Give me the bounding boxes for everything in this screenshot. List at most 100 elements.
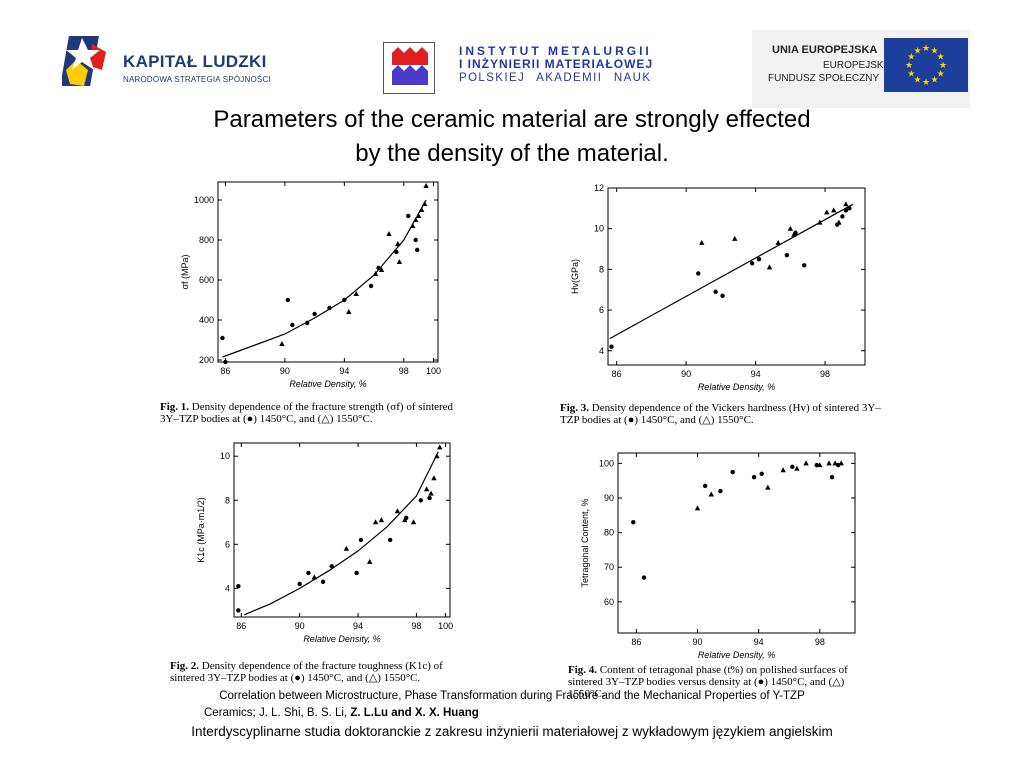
- fig2-point-1450: [236, 608, 241, 613]
- fig3-y-tick-label: 6: [599, 305, 604, 315]
- slide-title-line2: by the density of the material.: [355, 140, 669, 167]
- fig1-point-1550: [378, 267, 385, 272]
- fig3-y-tick-label: 8: [599, 264, 604, 274]
- eu-star-icon: ★: [913, 75, 921, 85]
- fig2-x-tick-label: 94: [353, 621, 363, 631]
- fig3-x-tick-label: 94: [751, 369, 761, 379]
- fig1-point-1550: [279, 341, 285, 346]
- fig2-point-1550: [431, 475, 437, 481]
- fig3-point-1450: [802, 263, 807, 268]
- fig3-point-1550: [775, 239, 781, 245]
- fig3-y-tick-label: 10: [594, 224, 604, 234]
- fig1-point-1550: [413, 217, 419, 222]
- imim-logo: [383, 42, 435, 94]
- fig2-y-tick-label: 8: [225, 495, 230, 505]
- fig2-point-1450: [329, 564, 334, 569]
- eu-star-icon: ★: [939, 60, 947, 70]
- footer-text: Interdyscyplinarne studia doktoranckie z…: [191, 724, 833, 739]
- slide-title-line1: Parameters of the ceramic material are s…: [213, 106, 811, 133]
- fig1-point-1550: [386, 231, 392, 236]
- fig4-point-1550: [765, 484, 771, 490]
- fig1-y-axis-title: σf (MPa): [180, 254, 190, 289]
- fig1-point-1450: [327, 305, 332, 311]
- figure-2-chart: 86 90 94 98 100 4 6 8 10 Relative Density, % K1c (…: [196, 442, 453, 644]
- figure-1-label: Fig. 1.: [160, 401, 190, 413]
- reference-authors-bold: Z. L.Lu and X. X. Huang: [350, 707, 479, 719]
- fig1-point-1550: [415, 213, 422, 218]
- fig2-plot-frame: [233, 442, 451, 618]
- fig4-y-axis-title: Tetragonal Content, %: [580, 498, 590, 587]
- fig2-point-1550: [423, 486, 430, 492]
- eu-star-icon: ★: [937, 52, 945, 62]
- kapital-ludzki-logo: [62, 36, 106, 86]
- fig4-point-1450: [751, 475, 757, 480]
- fig2-point-1550: [437, 444, 443, 450]
- fig2-point-1450: [306, 570, 311, 576]
- fig2-point-1550: [343, 545, 350, 551]
- fig4-x-tick-label: 90: [693, 637, 703, 647]
- figure-4-chart: 86 90 94 98 60 70 80 90 100 Relative Density, % Te…: [580, 452, 856, 660]
- fig2-point-1450: [358, 537, 364, 543]
- fig4-point-1450: [702, 483, 708, 489]
- fig3-fit-line: [609, 203, 854, 340]
- figure-1-chart: 86 90 94 98 100 200 400 600 800 1000 Relative Dens…: [180, 181, 441, 389]
- fig1-point-1450: [376, 265, 381, 271]
- fig3-point-1550: [791, 231, 797, 237]
- fig3-point-1550: [766, 264, 773, 270]
- fig2-y-tick-label: 4: [225, 583, 230, 593]
- figure-3-caption: Fig. 3. Density dependence of the Vicker…: [560, 402, 885, 426]
- fig4-point-1550: [817, 462, 823, 468]
- reference-authors: Ceramics; J. L. Shi, B. S. Li,: [204, 707, 348, 719]
- fig1-point-1550: [410, 223, 416, 228]
- fig3-y-tick-label: 12: [594, 183, 604, 193]
- fig3-x-axis-title: Relative Density, %: [698, 382, 775, 392]
- fig2-point-1550: [428, 490, 434, 496]
- fig3-y-tick-label: 4: [599, 346, 604, 356]
- fig1-point-1550: [418, 207, 425, 212]
- fig4-point-1550: [708, 491, 714, 497]
- fig1-y-tick-label: 1000: [194, 195, 214, 205]
- fig2-point-1550: [394, 508, 401, 514]
- fig1-x-axis-title: Relative Density, %: [289, 379, 366, 389]
- figure-3-caption-text: Density dependence of the Vickers hardne…: [560, 402, 881, 426]
- fig2-y-tick-label: 6: [225, 539, 230, 549]
- fig1-y-tick-label: 600: [199, 275, 214, 285]
- fig3-point-1450: [847, 206, 852, 211]
- fig1-point-1550: [372, 271, 379, 276]
- fig4-point-1450: [718, 488, 723, 494]
- figure-3-label: Fig. 3.: [560, 402, 590, 414]
- fig3-point-1450: [749, 261, 755, 266]
- fig1-point-1550: [346, 309, 352, 314]
- fig3-x-tick-label: 98: [820, 369, 830, 379]
- figure-2-caption-text: Density dependence of the fracture tough…: [170, 660, 443, 684]
- fig2-x-tick-label: 86: [236, 621, 246, 631]
- fig4-point-1450: [829, 475, 835, 480]
- fig1-y-tick-label: 800: [199, 235, 214, 245]
- fig1-point-1550: [396, 259, 403, 264]
- fig3-point-1450: [784, 252, 790, 258]
- fig3-point-1450: [843, 208, 849, 213]
- fig1-plot-frame: [217, 181, 439, 363]
- fig4-point-1450: [790, 464, 795, 470]
- fig3-point-1450: [696, 271, 701, 276]
- figure-4-label: Fig. 4.: [568, 664, 598, 676]
- fig4-point-1550: [826, 460, 832, 466]
- figure-2-caption: Fig. 2. Density dependence of the fractu…: [170, 660, 475, 684]
- eu-star-icon: ★: [930, 75, 938, 85]
- fig4-point-1550: [780, 467, 786, 473]
- fig4-x-tick-label: 86: [631, 637, 641, 647]
- fig2-point-1450: [354, 570, 359, 576]
- fig1-point-1450: [342, 297, 347, 303]
- eu-name-line2: EUROPEJSKI: [823, 60, 887, 71]
- fig3-x-tick-label: 90: [681, 369, 691, 379]
- kapital-ludzki-subtitle: NARODOWA STRATEGIA SPÓJNOŚCI: [123, 75, 271, 84]
- fig1-point-1450: [414, 247, 420, 253]
- fig2-point-1450: [320, 579, 326, 584]
- reference-line2: Ceramics; J. L. Shi, B. S. Li, Z. L.Lu a…: [204, 707, 479, 719]
- fig4-point-1550: [838, 460, 844, 466]
- fig4-y-tick-label: 60: [604, 597, 614, 607]
- fig1-x-tick-label: 100: [426, 366, 441, 376]
- fig1-y-tick-label: 400: [199, 315, 214, 325]
- figure-1-caption: Fig. 1. Density dependence of the fractu…: [160, 401, 462, 425]
- fig2-point-1550: [434, 453, 440, 459]
